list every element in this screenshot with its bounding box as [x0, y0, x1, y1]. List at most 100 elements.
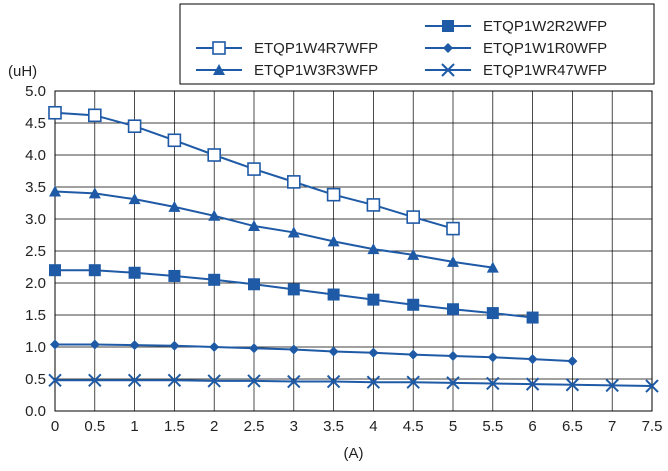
- cross-stroke: [605, 378, 619, 393]
- x-tick-label: 2: [210, 418, 218, 435]
- series-line-etqp1wr47wfp: [55, 379, 653, 388]
- data-point-etqp1w2r2wfp: [327, 288, 340, 301]
- series-etqp1w1r0wfp: [50, 339, 578, 367]
- x-tick-label: 1: [130, 418, 138, 435]
- cross-stroke: [486, 376, 500, 391]
- y-tick-label: 1.5: [25, 307, 46, 324]
- cross-stroke: [525, 377, 540, 391]
- data-point-etqp1w3r3wfp: [287, 226, 300, 238]
- x-tick-label: 0: [51, 418, 59, 435]
- data-point-etqp1w1r0wfp: [448, 350, 458, 361]
- data-point-etqp1w4r7wfp: [127, 119, 142, 133]
- y-tick-label: 4.5: [25, 115, 46, 132]
- legend-entry-etqp1w2r2wfp: ETQP1W2R2WFP: [425, 18, 607, 35]
- data-point-etqp1w1r0wfp: [209, 342, 220, 352]
- data-point-etqp1wr47wfp: [326, 374, 341, 389]
- data-point-etqp1w3r3wfp: [168, 200, 181, 212]
- data-point-etqp1w3r3wfp: [367, 243, 380, 255]
- data-point-etqp1w4r7wfp: [446, 221, 460, 236]
- legend-label: ETQP1W4R7WFP: [254, 40, 378, 57]
- legend-entry-etqp1w3r3wfp: ETQP1W3R3WFP: [196, 62, 378, 79]
- data-point-etqp1w2r2wfp: [447, 303, 459, 316]
- y-tick-label: 2.5: [25, 243, 46, 260]
- x-tick-label: 6: [528, 418, 536, 435]
- data-point-etqp1w2r2wfp: [486, 307, 499, 320]
- data-point-etqp1w4r7wfp: [48, 105, 62, 120]
- data-point-etqp1wr47wfp: [605, 378, 619, 393]
- data-point-etqp1w4r7wfp: [247, 162, 261, 176]
- data-point-etqp1w1r0wfp: [328, 346, 339, 357]
- cross-stroke: [441, 63, 455, 77]
- data-point-etqp1w2r2wfp: [248, 278, 260, 291]
- data-point-etqp1wr47wfp: [565, 378, 580, 392]
- legend-marker-etqp1wr47wfp: [441, 63, 455, 77]
- data-point-etqp1w4r7wfp: [88, 108, 102, 123]
- legend-entry-etqp1w4r7wfp: ETQP1W4R7WFP: [196, 40, 378, 57]
- data-point-etqp1w1r0wfp: [487, 352, 498, 363]
- data-point-etqp1w3r3wfp: [248, 220, 260, 232]
- data-point-etqp1wr47wfp: [247, 374, 261, 388]
- series-etqp1w3r3wfp: [49, 185, 499, 273]
- cross-stroke: [366, 375, 381, 389]
- cross-stroke: [207, 374, 221, 388]
- data-point-etqp1w1r0wfp: [567, 356, 578, 367]
- data-point-etqp1wr47wfp: [127, 373, 142, 387]
- cross-stroke: [247, 374, 261, 388]
- series-etqp1w4r7wfp: [48, 105, 460, 236]
- data-point-etqp1wr47wfp: [366, 375, 381, 389]
- data-point-etqp1w2r2wfp: [88, 264, 101, 277]
- cross-stroke: [127, 373, 142, 387]
- cross-stroke: [565, 378, 580, 392]
- legend-label: ETQP1W3R3WFP: [254, 62, 378, 79]
- data-point-etqp1w3r3wfp: [128, 193, 141, 205]
- data-point-etqp1w2r2wfp: [287, 283, 300, 296]
- data-point-etqp1wr47wfp: [167, 373, 182, 387]
- data-point-etqp1w2r2wfp: [208, 273, 221, 286]
- y-tick-label: 1.0: [25, 339, 46, 356]
- data-point-etqp1w2r2wfp: [407, 298, 420, 311]
- data-point-etqp1w3r3wfp: [208, 209, 221, 221]
- legend-box: [179, 3, 655, 85]
- y-tick-label: 3.5: [25, 179, 46, 196]
- data-point-etqp1w2r2wfp: [367, 293, 380, 306]
- cross-stroke: [48, 373, 62, 387]
- data-point-etqp1w2r2wfp: [168, 269, 181, 282]
- data-point-etqp1wr47wfp: [88, 373, 102, 387]
- x-tick-label: 5: [449, 418, 457, 435]
- data-point-etqp1w4r7wfp: [406, 210, 421, 224]
- legend-label: ETQP1W2R2WFP: [483, 18, 607, 35]
- y-tick-label: 5.0: [25, 83, 46, 100]
- cross-stroke: [446, 376, 460, 390]
- y-tick-label: 4.0: [25, 147, 46, 164]
- x-tick-label: 4.5: [403, 418, 424, 435]
- data-point-etqp1w2r2wfp: [526, 311, 539, 324]
- data-point-etqp1w4r7wfp: [326, 187, 341, 202]
- legend-label: ETQP1WR47WFP: [483, 62, 607, 79]
- x-tick-label: 1.5: [164, 418, 185, 435]
- series-line-etqp1w3r3wfp: [54, 190, 493, 269]
- x-tick-label: 3: [290, 418, 298, 435]
- data-point-etqp1w1r0wfp: [527, 354, 538, 365]
- tick-labels: 0 0.5 1 1.5 2 2.5 3 3.5 4 4.5 5 5.5 6 6.5 7 7.5 0.0 0.5 1.…: [25, 83, 662, 435]
- data-point-etqp1w4r7wfp: [207, 148, 221, 162]
- data-point-etqp1w1r0wfp: [129, 340, 140, 351]
- data-point-etqp1wr47wfp: [645, 379, 659, 393]
- data-point-etqp1w3r3wfp: [49, 185, 61, 197]
- data-point-etqp1w3r3wfp: [447, 255, 459, 267]
- data-point-etqp1w3r3wfp: [407, 248, 420, 260]
- data-point-etqp1wr47wfp: [207, 374, 221, 388]
- grid: [54, 90, 653, 412]
- data-point-etqp1w4r7wfp: [167, 133, 182, 148]
- y-tick-label: 3.0: [25, 211, 46, 228]
- x-tick-label: 3.5: [323, 418, 344, 435]
- data-point-etqp1wr47wfp: [48, 373, 62, 387]
- series-etqp1wr47wfp: [48, 373, 659, 393]
- cross-stroke: [406, 375, 420, 389]
- y-tick-label: 0.0: [25, 403, 46, 420]
- data-point-etqp1w4r7wfp: [366, 198, 381, 212]
- data-point-etqp1wr47wfp: [525, 377, 540, 391]
- x-tick-label: 7.5: [642, 418, 663, 435]
- data-point-etqp1w1r0wfp: [408, 349, 419, 360]
- y-tick-label: 2.0: [25, 275, 46, 292]
